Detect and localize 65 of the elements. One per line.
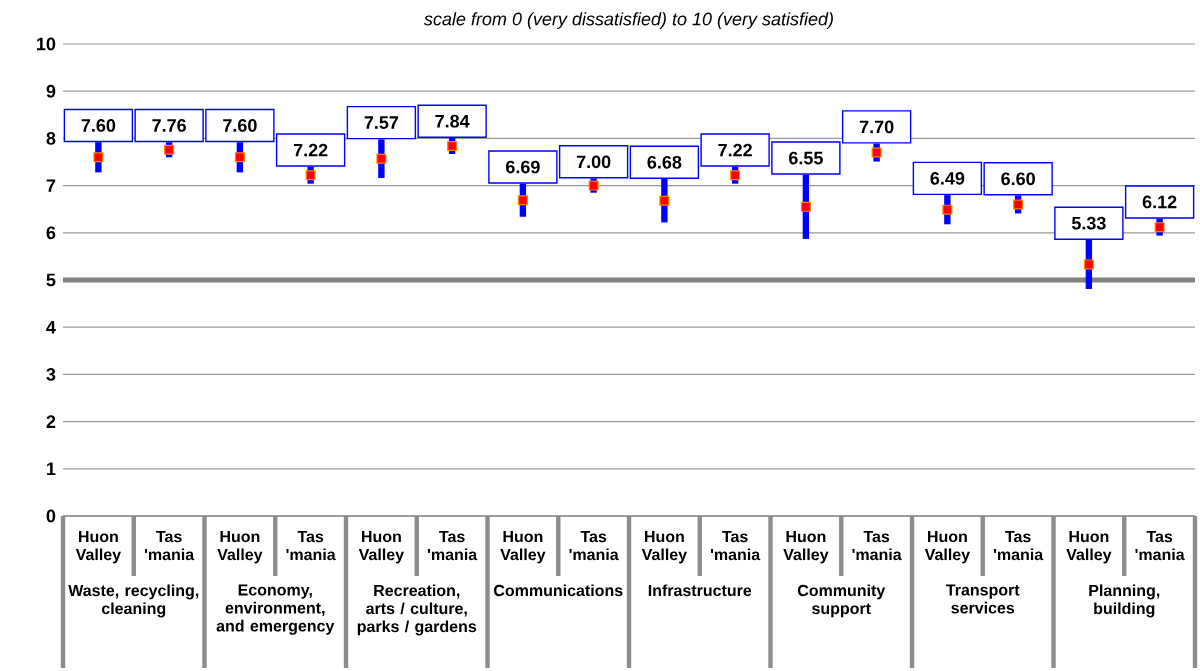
chart-title: scale from 0 (very dissatisfied) to 10 (very satisfied) [423,12,833,29]
data-label: 7.22 [293,143,328,157]
point [1013,199,1024,210]
x-tick-label: Huon Valley [217,531,263,564]
point [800,201,811,212]
x-tick-label: Tas 'mania [993,531,1044,561]
point [93,152,104,163]
y-tick-label: 8 [46,132,56,145]
x-tick-label: Huon Valley [641,531,687,564]
data-label: 7.70 [859,120,894,134]
point [942,204,953,215]
x-tick-label: Tas 'mania [852,531,902,561]
data-label: 5.33 [1071,216,1106,230]
y-tick-label: 5 [46,273,56,287]
data-label: 7.22 [718,143,752,157]
point [1154,222,1165,233]
x-tick-label: Tas 'mania [569,531,619,561]
point [234,152,245,163]
text: Infrastructure [648,584,752,597]
x-tick-label: Tas 'mania [1135,531,1185,561]
text: Communications [494,584,623,597]
y-tick-label: 0 [46,509,56,523]
data-label: 7.76 [152,119,186,132]
text: Community support [797,584,886,618]
data-label: 7.57 [364,116,399,129]
data-label: 7.84 [435,114,470,128]
text: Recreation, arts / culture, parks / gardens [357,584,477,636]
data-label: 6.12 [1142,195,1177,209]
y-tick-label: 6 [46,226,56,240]
point [730,170,741,181]
point [376,153,387,164]
x-tick-label: Huon Valley [1066,531,1112,564]
data-label: 7.00 [576,155,611,169]
text: Economy, environment, and emergency [216,584,335,635]
point [517,195,528,206]
y-tick-label: 10 [37,37,56,51]
data-label: 7.60 [81,119,116,132]
x-tick-label: Huon Valley [358,531,404,564]
y-tick-label: 9 [46,84,56,98]
x-tick-label: Huon Valley [783,531,829,564]
point [1083,259,1094,270]
data-label: 6.60 [1001,172,1035,186]
data-label: 6.69 [506,160,540,174]
x-tick-label: Huon Valley [500,531,546,564]
point [871,147,882,158]
y-tick-label: 4 [46,321,56,334]
x-tick-label: Tas 'mania [286,531,336,561]
x-tick-label: Tas 'mania [144,531,195,561]
text: Waste, recycling, cleaning [68,584,199,618]
x-tick-label: Tas 'mania [427,531,478,561]
y-tick-label: 1 [47,462,56,475]
y-tick-label: 7 [46,179,56,192]
point [305,170,316,181]
x-tick-label: Huon Valley [75,531,121,564]
x-tick-label: Huon Valley [924,531,970,564]
text: Planning, building [1089,584,1160,618]
y-tick-label: 2 [46,415,56,428]
point [659,195,670,206]
data-label: 6.49 [930,171,965,185]
x-tick-label: Tas 'mania [710,531,761,561]
data-label: 6.68 [647,155,682,169]
y-tick-label: 3 [46,368,56,381]
data-label: 7.60 [223,119,257,132]
text: Transport services [946,584,1020,614]
data-label: 6.55 [789,151,823,165]
